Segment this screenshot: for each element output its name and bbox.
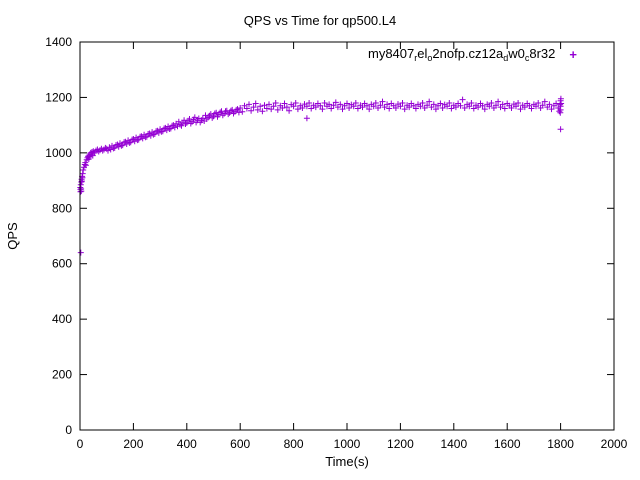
legend-text: el: [417, 46, 428, 61]
svg-text:400: 400: [177, 437, 197, 451]
svg-text:1800: 1800: [547, 437, 574, 451]
legend-subscript: r: [414, 53, 418, 63]
svg-text:0: 0: [65, 423, 72, 437]
svg-text:200: 200: [123, 437, 143, 451]
legend-text: 8r32: [529, 46, 556, 61]
legend-subscript: c: [524, 53, 530, 63]
svg-text:1400: 1400: [440, 437, 467, 451]
svg-text:800: 800: [284, 437, 304, 451]
svg-text:600: 600: [52, 257, 72, 271]
legend-subscript: d: [503, 53, 509, 63]
svg-text:2000: 2000: [601, 437, 628, 451]
legend-series-label: my8407relo2nofp.cz12adw0c8r32: [368, 46, 555, 63]
svg-text:800: 800: [52, 201, 72, 215]
x-axis-label: Time(s): [325, 454, 369, 469]
y-axis-label: QPS: [5, 222, 20, 250]
legend-text: w0: [508, 46, 525, 61]
legend-subscript: o: [427, 53, 433, 63]
chart-title: QPS vs Time for qp500.L4: [244, 13, 396, 28]
data-points: [77, 95, 565, 256]
legend-text: 2nofp.cz12a: [432, 46, 504, 61]
svg-text:400: 400: [52, 312, 72, 326]
svg-text:1600: 1600: [494, 437, 521, 451]
svg-text:1000: 1000: [334, 437, 361, 451]
axis-ticks: [79, 41, 615, 431]
svg-text:0: 0: [77, 437, 84, 451]
svg-text:1400: 1400: [45, 35, 72, 49]
axis-tick-labels: 0 200 400 600 800 1000 1200 1400 1600 1800 2000 0 20…: [45, 35, 627, 451]
legend-series-marker: +: [569, 47, 577, 62]
plot-border: [79, 41, 615, 431]
svg-text:1000: 1000: [45, 146, 72, 160]
legend-text: my8407: [368, 46, 415, 61]
svg-text:600: 600: [230, 437, 250, 451]
legend: my8407relo2nofp.cz12adw0c8r32 +: [368, 46, 577, 63]
svg-text:1200: 1200: [45, 90, 72, 104]
svg-text:200: 200: [52, 368, 72, 382]
svg-text:1200: 1200: [387, 437, 414, 451]
